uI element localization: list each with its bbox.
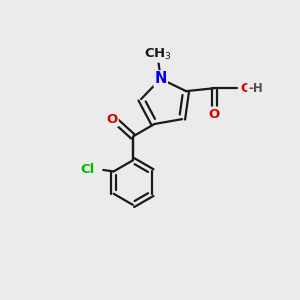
Text: O: O xyxy=(209,108,220,121)
Text: O: O xyxy=(240,82,251,95)
Text: -H: -H xyxy=(248,82,262,95)
Text: Cl: Cl xyxy=(80,164,94,176)
Text: CH$_3$: CH$_3$ xyxy=(144,46,172,62)
Text: O: O xyxy=(106,113,118,126)
Text: N: N xyxy=(154,71,167,86)
